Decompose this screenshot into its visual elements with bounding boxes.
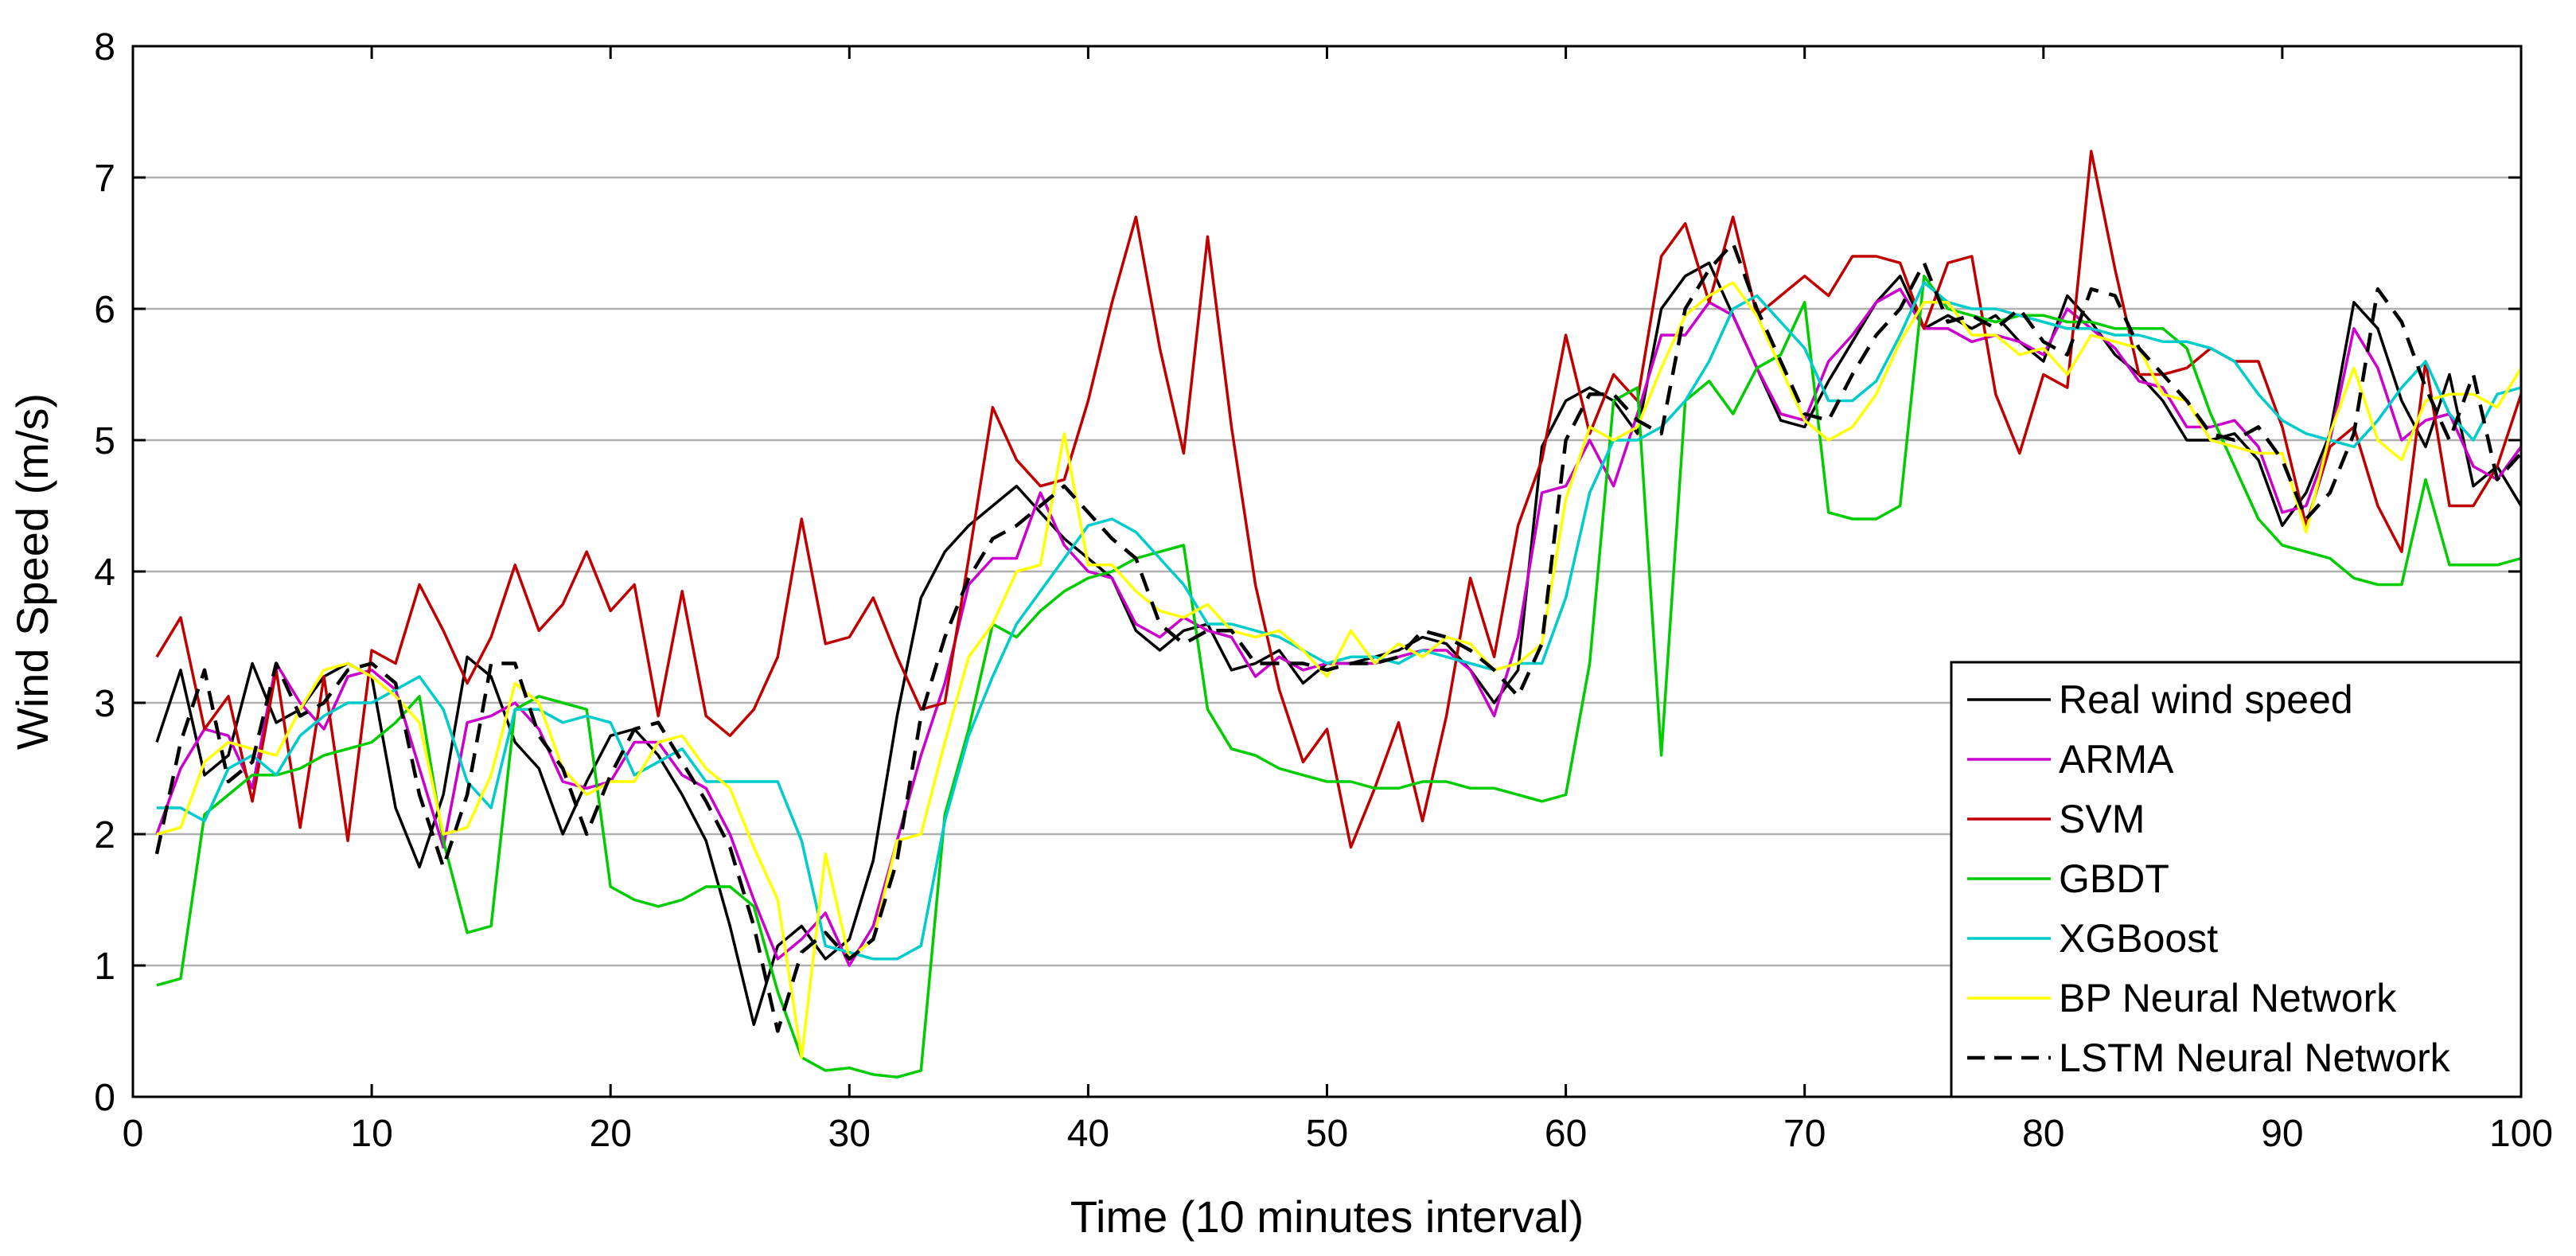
x-axis: 0 10 20 30 40 50 60 70 80 90 100 (123, 46, 2553, 1155)
x-tick-label: 20 (590, 1113, 632, 1155)
legend: Real wind speed ARMA SVM GBDT XGBoost BP Neur… (1950, 661, 2523, 1098)
series-line-xgboost (157, 281, 2522, 961)
series-line-gbdt (156, 275, 2522, 1079)
y-axis-title: Wind Speed (m/s) (7, 393, 57, 750)
legend-label: ARMA (2059, 737, 2174, 782)
x-tick-label: 80 (2022, 1113, 2064, 1155)
x-tick-label: 40 (1067, 1113, 1109, 1155)
y-tick-label: 7 (94, 158, 115, 200)
series-layer (154, 150, 2523, 1079)
series-line-arma (155, 287, 2523, 967)
y-tick-label: 8 (94, 26, 115, 68)
x-tick-label: 30 (828, 1113, 871, 1155)
y-tick-label: 5 (94, 420, 115, 462)
series-line-bp-neural-network (156, 281, 2523, 1059)
y-tick-label: 3 (94, 683, 115, 725)
x-tick-label: 10 (350, 1113, 392, 1155)
y-tick-label: 4 (94, 552, 115, 594)
y-tick-label: 2 (94, 814, 115, 856)
legend-label: Real wind speed (2059, 677, 2353, 722)
x-tick-label: 50 (1306, 1113, 1348, 1155)
legend-label: GBDT (2059, 856, 2169, 901)
y-tick-label: 1 (94, 946, 115, 988)
x-tick-label: 60 (1545, 1113, 1587, 1155)
x-tick-label: 90 (2261, 1113, 2303, 1155)
legend-label: BP Neural Network (2059, 976, 2397, 1020)
series-line-lstm-neural-network (154, 241, 2523, 1033)
legend-label: LSTM Neural Network (2059, 1036, 2451, 1080)
x-tick-label: 0 (123, 1113, 144, 1155)
x-tick-label: 100 (2489, 1113, 2553, 1155)
y-tick-label: 0 (94, 1077, 115, 1119)
legend-label: XGBoost (2059, 916, 2218, 961)
x-axis-title: Time (10 minutes interval) (1070, 1192, 1584, 1242)
y-tick-label: 6 (94, 289, 115, 331)
legend-label: SVM (2059, 797, 2145, 841)
x-tick-label: 70 (1783, 1113, 1826, 1155)
